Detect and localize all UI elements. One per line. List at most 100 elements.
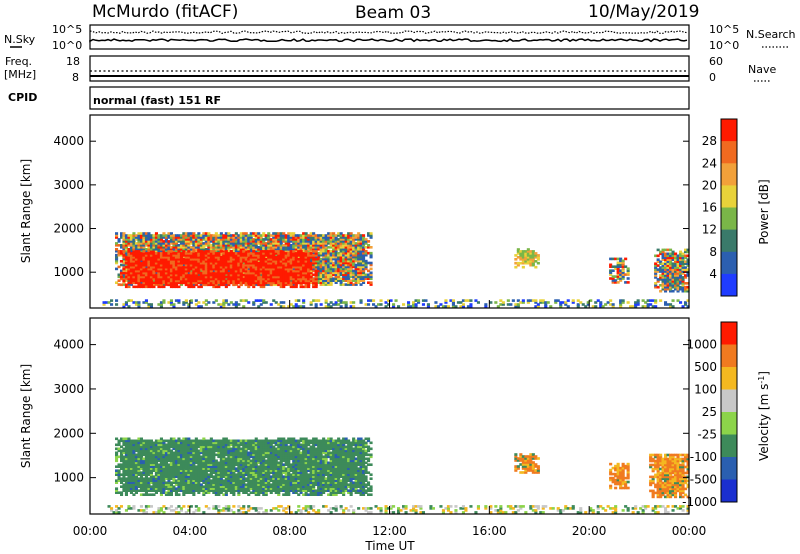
- data-cell-r0: [347, 267, 351, 271]
- data-cell-r1: [162, 265, 166, 269]
- data-cell-r0: [339, 232, 343, 235]
- data-cell-r0: [359, 238, 363, 241]
- data-cell-r0: [219, 253, 223, 257]
- data-cell-r1: [142, 267, 146, 271]
- data-cell-r0: [277, 236, 281, 239]
- data-cell-r4: [656, 278, 660, 281]
- data-cell-r1: [162, 269, 166, 273]
- data-cell-r1: [269, 269, 273, 273]
- data-cell-r1: [152, 261, 156, 265]
- data-cell-r0: [254, 246, 258, 249]
- data-cell-r2: [514, 265, 518, 269]
- data-cell-r1: [137, 277, 141, 281]
- data-cell-r0: [244, 238, 248, 241]
- data-cell-r0: [297, 240, 301, 243]
- data-cell-r1: [232, 254, 236, 257]
- data-cell-r0: [359, 277, 363, 280]
- data-cell-r1: [202, 256, 206, 259]
- data-cell-r1: [297, 271, 301, 275]
- data-cell-r0: [212, 236, 216, 239]
- data-cell-r1: [154, 252, 158, 255]
- data-cell-r1: [252, 269, 256, 273]
- data-cell-r0: [362, 281, 366, 284]
- data-cell-r0: [337, 251, 341, 255]
- data-cell-r1: [132, 281, 136, 285]
- data-cell-r0: [357, 265, 361, 269]
- data-cell-r1: [162, 263, 166, 267]
- data-cell-r0: [144, 236, 148, 239]
- data-cell-r0: [227, 248, 231, 251]
- data-cell-r5: [367, 303, 371, 306]
- data-cell-r1: [279, 265, 283, 269]
- data-cell-r0: [342, 275, 346, 279]
- data-cell-r0: [362, 242, 366, 245]
- data-cell-r0: [319, 263, 323, 267]
- data-cell-r1: [132, 277, 136, 281]
- data-cell-r1: [187, 281, 191, 285]
- data-cell-r0: [177, 234, 181, 237]
- power-ylabel: Slant Range [km]: [19, 159, 33, 263]
- data-cell-r0: [349, 246, 353, 249]
- data-cell-r0: [322, 273, 326, 277]
- data-cell-r1: [259, 258, 263, 261]
- data-cell-r0: [197, 242, 201, 245]
- data-cell-r0: [334, 251, 338, 255]
- data-cell-r1: [147, 261, 151, 265]
- data-cell-r0: [364, 273, 368, 277]
- data-cell-r0: [357, 269, 361, 273]
- data-cell-r2: [531, 260, 535, 263]
- data-cell-r0: [354, 236, 358, 239]
- data-cell-r0: [154, 242, 158, 245]
- data-cell-r1: [262, 275, 266, 279]
- data-cell-r0: [332, 255, 336, 259]
- data-cell-r3: [624, 265, 628, 268]
- data-cell-r1: [132, 254, 136, 257]
- data-cell-r1: [279, 281, 283, 285]
- data-cell-r4: [659, 278, 663, 281]
- data-cell-r0: [177, 244, 181, 247]
- data-cell-r0: [149, 248, 153, 251]
- data-cell-r0: [319, 279, 323, 282]
- data-cell-r0: [147, 246, 151, 249]
- data-cell-r1: [254, 256, 258, 259]
- data-cell-r0: [134, 236, 138, 239]
- data-cell-r3: [619, 279, 623, 282]
- data-cell-r1: [242, 250, 246, 253]
- data-cell-r1: [289, 283, 293, 287]
- data-cell-r0: [354, 275, 358, 279]
- data-cell-r1: [174, 261, 178, 265]
- data-cell-r0: [359, 259, 363, 263]
- data-cell-r0: [332, 232, 336, 235]
- data-cell-r0: [322, 249, 326, 253]
- data-cell-r1: [284, 267, 288, 271]
- data-cell-r1: [312, 261, 316, 265]
- data-cell-r1: [154, 263, 158, 267]
- data-cell-r1: [247, 275, 251, 279]
- data-cell-r0: [322, 248, 326, 251]
- data-cell-r0: [272, 242, 276, 245]
- data-cell-r0: [359, 255, 363, 259]
- data-cell-r1: [159, 260, 163, 263]
- data-cell-r0: [354, 259, 358, 263]
- data-cell-r0: [327, 277, 331, 280]
- data-cell-r1: [207, 283, 211, 287]
- data-cell-r1: [259, 265, 263, 269]
- data-cell-r0: [334, 255, 338, 259]
- data-cell-r0: [332, 248, 336, 251]
- data-cell-r0: [354, 244, 358, 247]
- data-cell-r1: [234, 269, 238, 273]
- data-cell-r1: [299, 285, 303, 289]
- data-cell-r1: [212, 271, 216, 275]
- data-cell-r0: [157, 242, 161, 245]
- data-cell-r0: [217, 242, 221, 245]
- data-cell-r0: [287, 249, 291, 253]
- data-cell-r3: [616, 263, 620, 267]
- data-cell-r1: [169, 254, 173, 257]
- data-cell-r1: [289, 261, 293, 265]
- data-cell-r1: [207, 256, 211, 259]
- data-cell-r0: [329, 259, 333, 263]
- data-cell-r0: [247, 234, 251, 237]
- data-cell-r0: [229, 246, 233, 249]
- colorbar-tick-label: 12: [702, 223, 717, 237]
- data-cell-r1: [219, 277, 223, 281]
